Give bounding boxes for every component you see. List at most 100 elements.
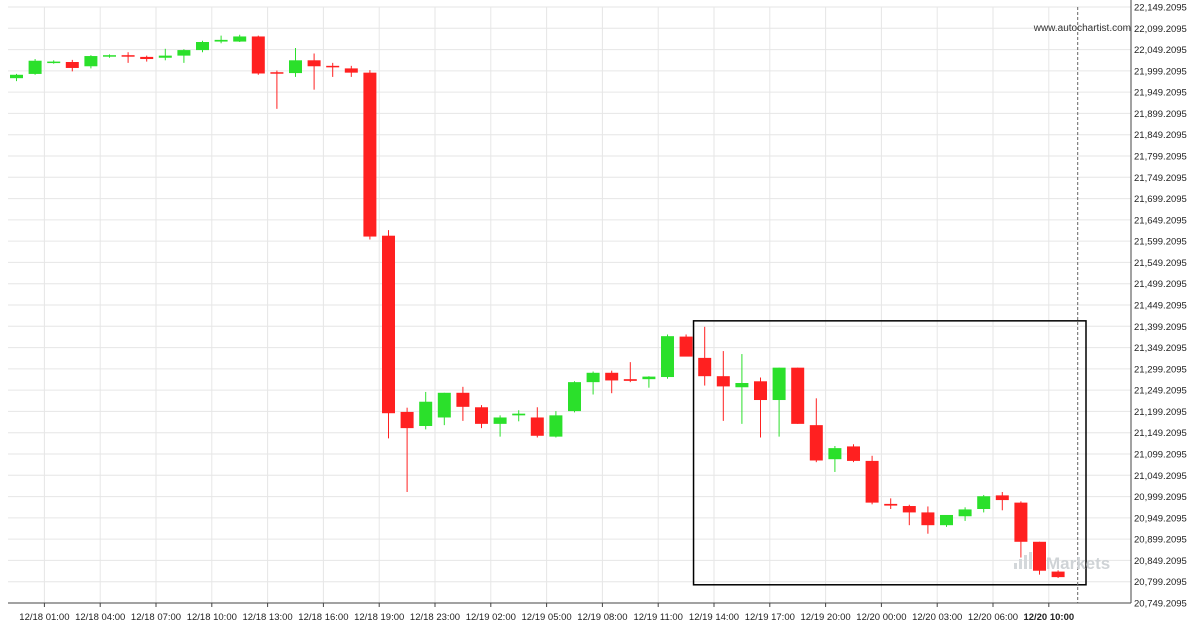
candle-body <box>1033 541 1046 571</box>
candle-body <box>921 512 935 526</box>
candle <box>828 446 842 472</box>
y-tick-label: 21,649.2095 <box>1134 215 1187 226</box>
candle-body <box>177 50 191 56</box>
candle-body <box>940 514 953 526</box>
y-tick-label: 21,599.2095 <box>1134 237 1187 248</box>
candle <box>437 392 451 426</box>
candle-body <box>754 381 767 401</box>
candle <box>289 47 302 77</box>
candle <box>28 59 42 75</box>
y-tick-label: 20,899.2095 <box>1134 535 1187 546</box>
candle-body <box>735 382 749 388</box>
candle-body <box>140 56 154 60</box>
candle-body <box>623 379 637 381</box>
y-tick-label: 21,149.2095 <box>1134 428 1187 439</box>
candle-body <box>995 495 1009 501</box>
candle <box>475 405 488 429</box>
y-tick-label: 21,899.2095 <box>1134 109 1187 120</box>
grid <box>8 6 1131 604</box>
y-tick-label: 21,799.2095 <box>1134 152 1187 163</box>
x-tick-label: 12/20 00:00 <box>856 612 906 623</box>
candle <box>884 498 898 510</box>
candle-body <box>363 72 377 237</box>
brand-bar-icon <box>1014 563 1017 569</box>
candle <box>456 386 470 421</box>
candle-body <box>1014 502 1028 542</box>
x-tick-label: 12/18 07:00 <box>131 612 181 623</box>
candle <box>605 370 619 394</box>
candle <box>326 62 340 77</box>
y-tick-label: 22,149.2095 <box>1134 3 1187 14</box>
candle-body <box>475 407 488 424</box>
candle-body <box>251 36 265 74</box>
candle-body <box>679 336 693 357</box>
candle <box>865 455 879 505</box>
y-tick-label: 21,999.2095 <box>1134 66 1187 77</box>
x-tick-label: 12/18 01:00 <box>19 612 69 623</box>
candle <box>400 407 414 492</box>
candle-body <box>865 460 879 503</box>
candle <box>84 55 98 69</box>
y-tick-label: 20,949.2095 <box>1134 513 1187 524</box>
candle-body <box>493 417 507 424</box>
candle-body <box>847 446 860 461</box>
x-tick-label: 12/20 06:00 <box>968 612 1018 623</box>
candle-body <box>716 376 730 387</box>
candle-body <box>158 55 172 58</box>
candle-body <box>437 392 451 418</box>
y-tick-label: 20,849.2095 <box>1134 556 1187 567</box>
candle-body <box>884 503 898 506</box>
watermark-text: www.autochartist.com <box>1033 23 1131 34</box>
candle-body <box>902 506 916 513</box>
candle <box>1033 541 1046 575</box>
candle-body <box>958 509 972 517</box>
x-tick-label: 12/19 20:00 <box>801 612 851 623</box>
candle <box>307 53 321 90</box>
candle <box>158 48 172 61</box>
candle <box>233 34 247 42</box>
candle <box>419 391 433 430</box>
candle-body <box>400 411 414 429</box>
brand-bar-icon <box>1024 555 1027 569</box>
candle-body <box>382 235 395 414</box>
candle <box>847 444 860 463</box>
y-tick-label: 22,049.2095 <box>1134 45 1187 56</box>
x-tick-label: 12/18 04:00 <box>75 612 125 623</box>
candle <box>735 354 749 424</box>
candle-body <box>698 357 712 377</box>
x-tick-label: 12/19 14:00 <box>689 612 739 623</box>
candle <box>493 415 507 437</box>
y-tick-label: 21,699.2095 <box>1134 194 1187 205</box>
y-tick-label: 21,299.2095 <box>1134 364 1187 375</box>
candle <box>214 35 228 44</box>
y-tick-label: 21,749.2095 <box>1134 173 1187 184</box>
candle-body <box>84 56 98 67</box>
candle-body <box>456 392 470 407</box>
y-tick-label: 21,949.2095 <box>1134 88 1187 99</box>
candle <box>512 410 526 422</box>
candle <box>10 73 23 82</box>
candle-body <box>344 68 358 73</box>
candle-body <box>605 372 619 381</box>
candle <box>140 55 154 62</box>
candle <box>47 60 61 64</box>
candle-body <box>326 65 340 68</box>
brand-logo: Markets <box>1014 552 1110 573</box>
candle <box>809 398 823 463</box>
candle <box>549 411 563 438</box>
y-tick-label: 20,799.2095 <box>1134 577 1187 588</box>
candle-body <box>121 55 135 57</box>
annotation <box>692 7 1087 603</box>
candle <box>251 35 265 75</box>
candle-body <box>642 376 656 380</box>
y-tick-label: 20,749.2095 <box>1134 599 1187 610</box>
candle-body <box>828 448 842 460</box>
x-tick-label: 12/20 10:00 <box>1023 612 1074 623</box>
candle-body <box>65 62 79 68</box>
candle <box>177 49 191 63</box>
candle-body <box>1051 571 1065 578</box>
candle-body <box>196 41 209 51</box>
y-tick-label: 22,099.2095 <box>1134 24 1187 35</box>
